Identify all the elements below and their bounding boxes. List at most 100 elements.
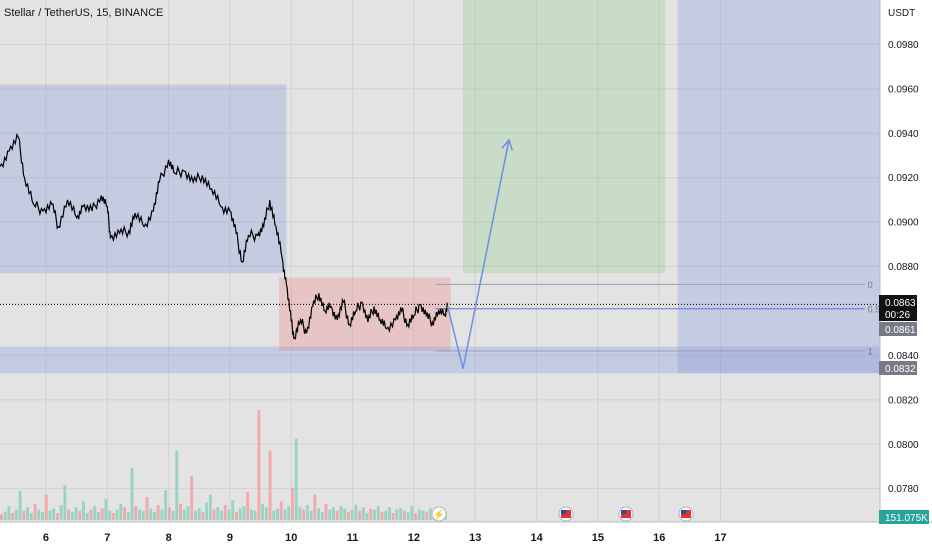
fib-level-label: 0.5 [868,304,881,314]
volume-bar [160,509,164,520]
volume-bar [335,510,339,520]
mid-price-value: 0.0861 [885,325,916,336]
mid-price-badge: 0.0861 [879,322,917,336]
fib-level-label: 0 [868,280,873,290]
volume-bar [417,509,421,520]
volume-bar [257,410,261,520]
time-axis-background [0,522,932,550]
volume-bar [111,513,115,520]
green-zone [462,0,666,274]
currency-label: USDT [888,8,915,19]
volume-bar [171,510,175,520]
low-price-badge-bg [879,361,917,375]
volume-bar [414,513,418,520]
volume-bar [179,503,182,520]
volume-bar [100,508,104,520]
volume-bar [350,509,354,520]
volume-bar [33,503,37,520]
volume-bar [283,509,287,520]
volume-bar [332,507,335,520]
volume-layer [0,410,447,520]
us-flag-icon[interactable] [618,506,634,522]
volume-bar [294,438,298,520]
y-tick-label: 0.0960 [888,84,919,95]
volume-bar [205,502,209,520]
volume-bar [279,501,283,520]
y-tick-label: 0.0880 [888,262,919,273]
volume-bar [231,500,235,520]
volume-bar [141,510,145,520]
x-tick-label: 14 [530,532,543,544]
volume-bar [313,494,317,520]
volume-bar [197,508,201,520]
volume-bar [429,508,432,520]
volume-bar [223,504,227,520]
volume-bar [41,511,44,520]
volume-badge-bg [879,510,929,524]
volume-bar [152,511,156,520]
volume-bar [104,499,108,520]
volume-bar [26,507,30,520]
volume-bar [59,504,63,520]
volume-bar [376,506,380,520]
volume-bar [384,510,388,520]
volume-bar [425,511,429,520]
volume-bar [354,504,358,520]
volume-bar [78,510,82,520]
icon-ring [431,506,447,522]
volume-bar [246,492,250,520]
last-price-value: 0.0863 [885,298,916,309]
volume-bar [238,508,242,520]
volume-bar [208,494,212,520]
x-tick-label: 11 [347,532,359,544]
x-tick-label: 17 [714,532,726,544]
volume-bar [119,503,123,520]
y-tick-label: 0.0920 [888,173,919,184]
volume-bar [67,509,71,520]
y-tick-label: 0.0780 [888,484,919,495]
price-axis-background [880,0,932,522]
us-flag-icon[interactable] [678,506,694,522]
volume-bar [346,511,350,520]
volume-bar [343,508,347,520]
volume-bar [358,510,362,520]
volume-value: 151.075K [885,513,928,524]
volume-badge: 151.075K [879,510,929,524]
x-tick-label: 10 [285,532,297,544]
symbol-title: Stellar / TetherUS, 15, BINANCE [4,7,163,19]
projection-arrow [446,138,513,369]
lightning-icon[interactable]: ⚡ [431,506,447,522]
volume-bar [380,511,384,520]
volume-bar [373,509,376,520]
volume-bar [242,506,246,520]
x-tick-label: 12 [408,532,420,544]
volume-bar [108,510,112,520]
volume-bar [395,509,399,520]
volume-bar [29,513,33,520]
countdown-value: 00:26 [885,310,910,321]
volume-bar [272,510,276,520]
x-tick-label: 16 [653,532,665,544]
volume-bar [115,509,119,520]
volume-bar [264,507,268,520]
volume-bar [268,450,272,520]
event-icons[interactable]: ⚡ [431,506,694,522]
volume-bar [365,513,369,520]
volume-bar [186,506,190,520]
volume-bar [44,494,48,520]
volume-bar [123,507,127,520]
y-tick-label: 0.0980 [888,40,919,51]
volume-bar [302,509,306,520]
volume-bar [298,507,302,520]
us-flag-icon[interactable] [558,506,574,522]
volume-bar [145,496,149,520]
x-axis-ticks: 6 7 8 9 10 11 12 13 14 15 16 17 [43,532,727,544]
volume-bar [220,510,224,520]
volume-bar [249,509,253,520]
volume-bar [253,510,257,520]
zones-layer [0,0,880,374]
volume-bar [93,506,97,520]
volume-bar [227,509,231,520]
